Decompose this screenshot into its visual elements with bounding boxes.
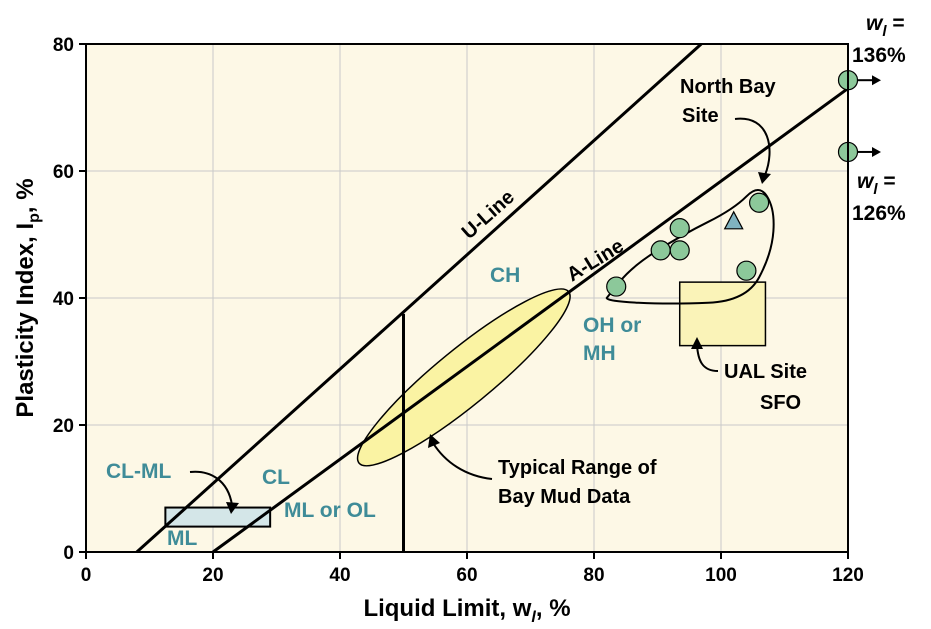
x-tick-label: 60 <box>456 565 477 586</box>
zone-ml: ML <box>167 527 197 550</box>
triangle-point <box>723 210 744 230</box>
y-tick-label: 20 <box>53 416 74 437</box>
line-u-line <box>135 42 703 554</box>
axis-ticks: 0 20 40 60 80 100 120 0 20 40 60 80 <box>53 35 864 586</box>
x-tick-label: 80 <box>583 565 604 586</box>
line-a-line <box>212 87 849 554</box>
zone-ch: CH <box>490 264 520 287</box>
circle-point <box>669 240 690 261</box>
y-axis-title-sub: p <box>26 213 43 223</box>
classification-lines <box>135 42 849 554</box>
x-tick-label: 0 <box>81 565 92 586</box>
north-bay-arrow <box>734 117 771 176</box>
zone-oh: OH or <box>583 314 641 337</box>
ual-site-label-2: SFO <box>760 392 801 414</box>
wl-136-value: 136% <box>852 44 906 67</box>
wl-126-label: wl = <box>857 170 896 198</box>
zone-mh: MH <box>583 342 616 365</box>
zone-cl-ml: CL-ML <box>106 460 171 483</box>
cl-ml-arrowhead <box>226 502 239 514</box>
circle-point <box>748 192 770 213</box>
x-tick-label: 100 <box>705 565 737 586</box>
x-axis-title: Liquid Limit, wl, % <box>363 595 570 626</box>
north-bay-label: North Bay <box>680 76 776 98</box>
cl-ml-band <box>164 506 272 528</box>
ual-arrowhead <box>691 337 703 349</box>
ual-site-box <box>678 281 767 347</box>
circle-point <box>736 260 757 281</box>
cl-ml-arrow <box>189 470 233 506</box>
y-tick-label: 80 <box>53 35 74 56</box>
circle-point <box>650 240 671 261</box>
y-tick-label: 0 <box>63 543 74 564</box>
x-tick-label: 40 <box>329 565 350 586</box>
zone-ml-or-ol: ML or OL <box>284 499 376 522</box>
wl-126-value: 126% <box>852 202 906 225</box>
y-tick-label: 40 <box>53 289 74 310</box>
circle-point <box>669 218 690 239</box>
north-bay-arrowhead <box>758 172 771 184</box>
arrow-heads <box>226 172 771 514</box>
y-tick-label: 60 <box>53 162 74 183</box>
zone-cl: CL <box>262 466 290 489</box>
x-tick-label: 120 <box>832 565 864 586</box>
bay-mud-arrow <box>432 442 493 480</box>
x-axis-title-sub: l <box>531 609 536 626</box>
bay-mud-label: Typical Range of <box>498 457 657 479</box>
y-axis-title: Plasticity Index, Ip, % <box>12 178 43 417</box>
wl-136-label: wl = <box>866 12 905 40</box>
data-points <box>606 70 881 297</box>
x-tick-label: 20 <box>202 565 223 586</box>
off-scale-arrowhead <box>872 146 881 157</box>
off-scale-arrowhead <box>872 75 881 86</box>
bay-mud-label-2: Bay Mud Data <box>498 486 631 508</box>
north-bay-enclosure <box>605 189 775 305</box>
ual-site-label: UAL Site <box>724 361 807 383</box>
circle-point <box>606 276 627 297</box>
bay-mud-arrowhead <box>428 434 440 448</box>
north-bay-label-2: Site <box>682 105 719 127</box>
